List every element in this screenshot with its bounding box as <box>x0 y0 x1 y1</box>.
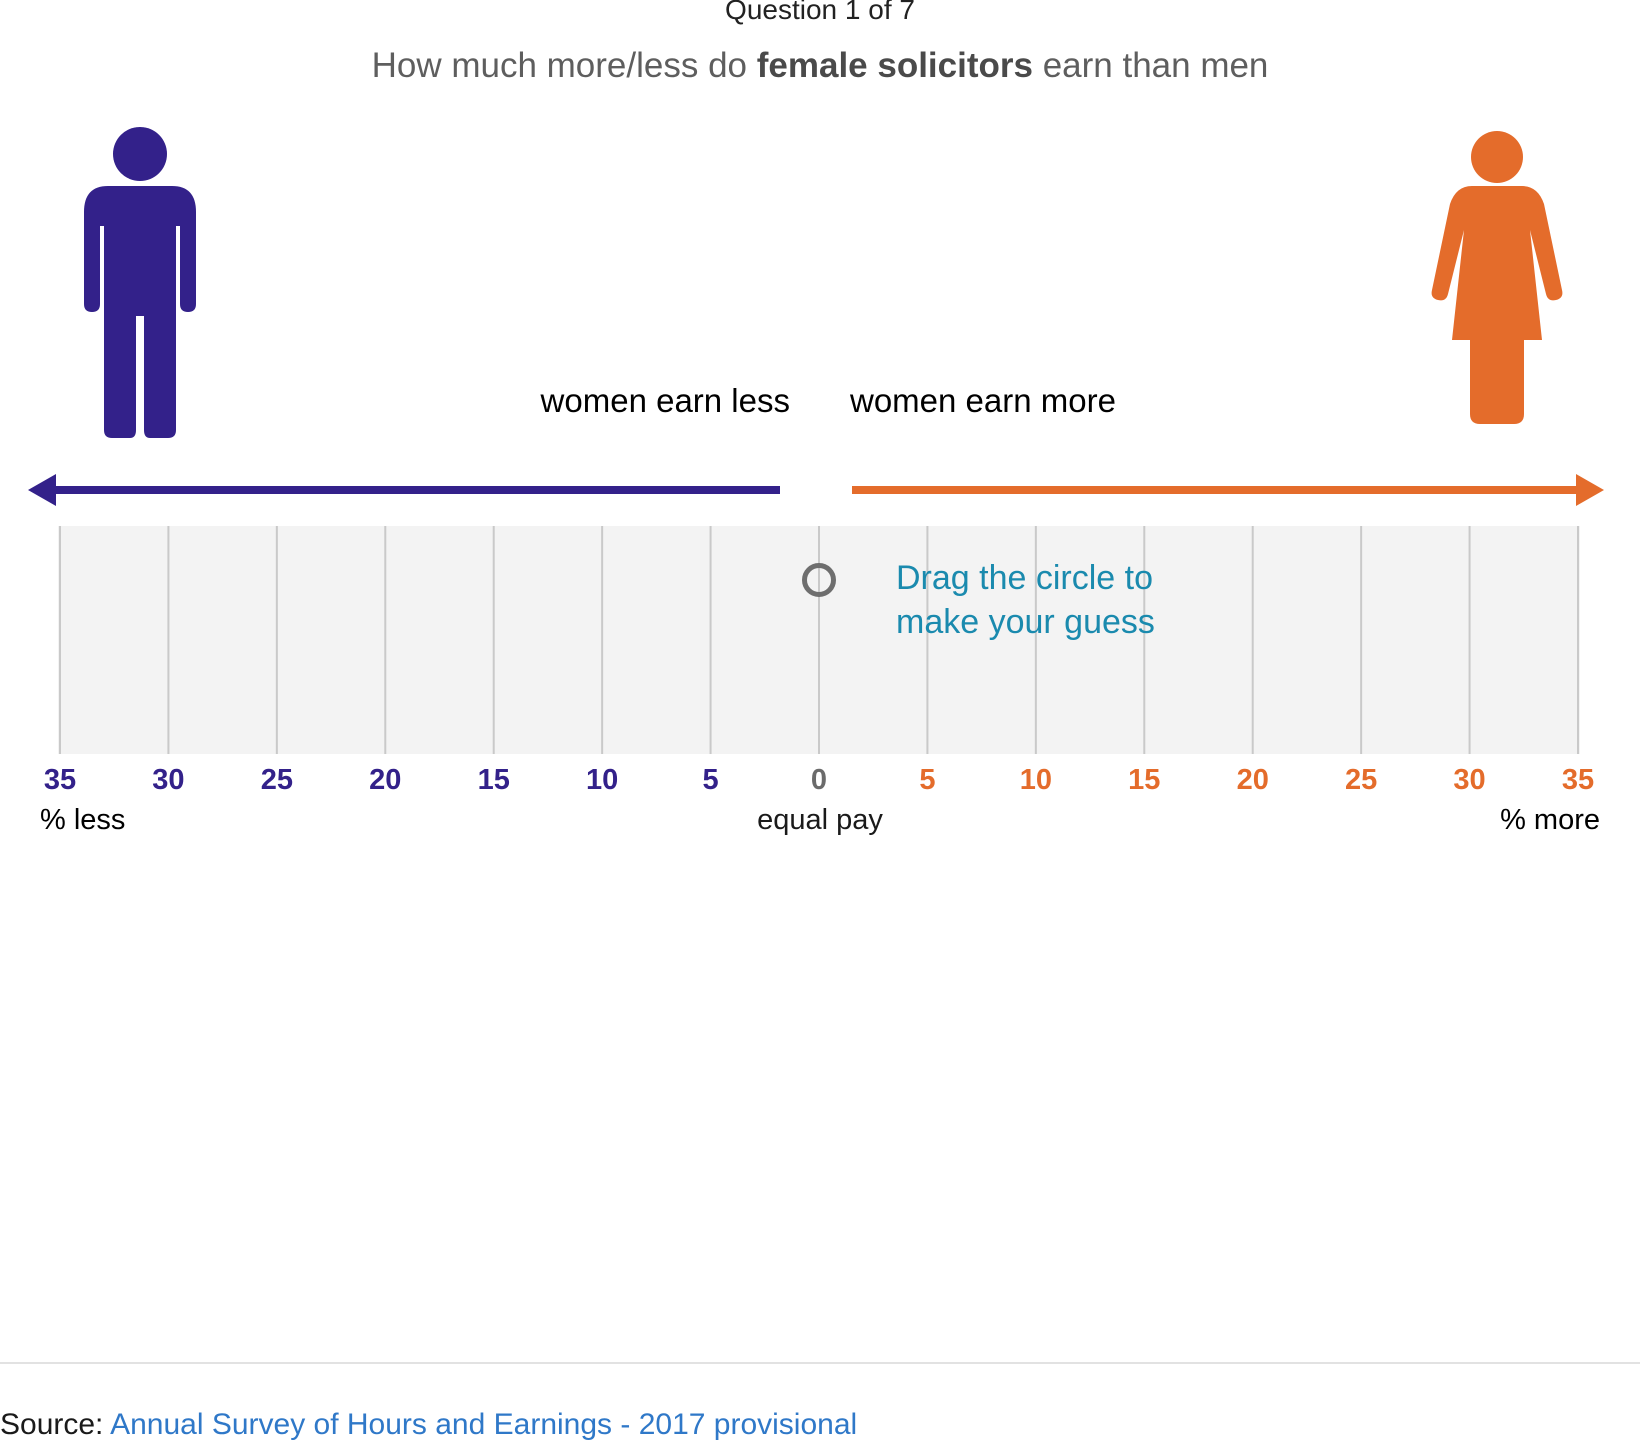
tick-label: 20 <box>369 764 402 796</box>
woman-icon <box>1430 130 1564 424</box>
tick-label: 15 <box>477 764 510 796</box>
tick-label: 30 <box>1453 764 1486 796</box>
arrow-right-icon <box>852 472 1604 508</box>
question-counter: Question 1 of 7 <box>725 0 915 25</box>
guess-handle[interactable] <box>802 563 836 597</box>
tick-label: 25 <box>1345 764 1378 796</box>
tick-label: 20 <box>1236 764 1269 796</box>
drag-hint-line-1: Drag the circle to <box>896 559 1153 597</box>
slider-gridlines <box>59 526 1579 754</box>
question-title: How much more/less do female solicitors … <box>0 46 1640 86</box>
tick-label: 35 <box>43 764 77 796</box>
drag-hint-line-2: make your guess <box>896 603 1155 641</box>
tick-label: 15 <box>1128 764 1161 796</box>
arrow-left-icon <box>28 472 780 508</box>
question-prefix: How much more/less do <box>371 46 757 85</box>
source-link[interactable]: Annual Survey of Hours and Earnings - 20… <box>110 1408 858 1441</box>
tick-label: 35 <box>1561 764 1595 796</box>
tick-label: 30 <box>152 764 185 796</box>
man-icon <box>78 126 202 438</box>
women-earn-more-label: women earn more <box>850 382 1116 419</box>
question-suffix: earn than men <box>1032 46 1269 85</box>
percent-less-label: % less <box>40 804 126 836</box>
source-line: Source: Annual Survey of Hours and Earni… <box>0 1408 857 1442</box>
tick-label: 10 <box>586 764 619 796</box>
question-subject: female solicitors <box>756 46 1033 85</box>
percent-more-label: % more <box>1500 804 1600 836</box>
equal-pay-label: equal pay <box>757 804 883 836</box>
footer-divider <box>0 1362 1640 1364</box>
tick-label: 0 <box>810 764 828 796</box>
tick-label: 5 <box>702 764 719 796</box>
source-prefix: Source: <box>0 1408 111 1441</box>
drag-hint: Drag the circle to make your guess <box>896 556 1155 644</box>
tick-label: 10 <box>1019 764 1052 796</box>
tick-label: 5 <box>919 764 936 796</box>
women-earn-less-label: women earn less <box>540 382 790 419</box>
tick-label: 25 <box>260 764 293 796</box>
